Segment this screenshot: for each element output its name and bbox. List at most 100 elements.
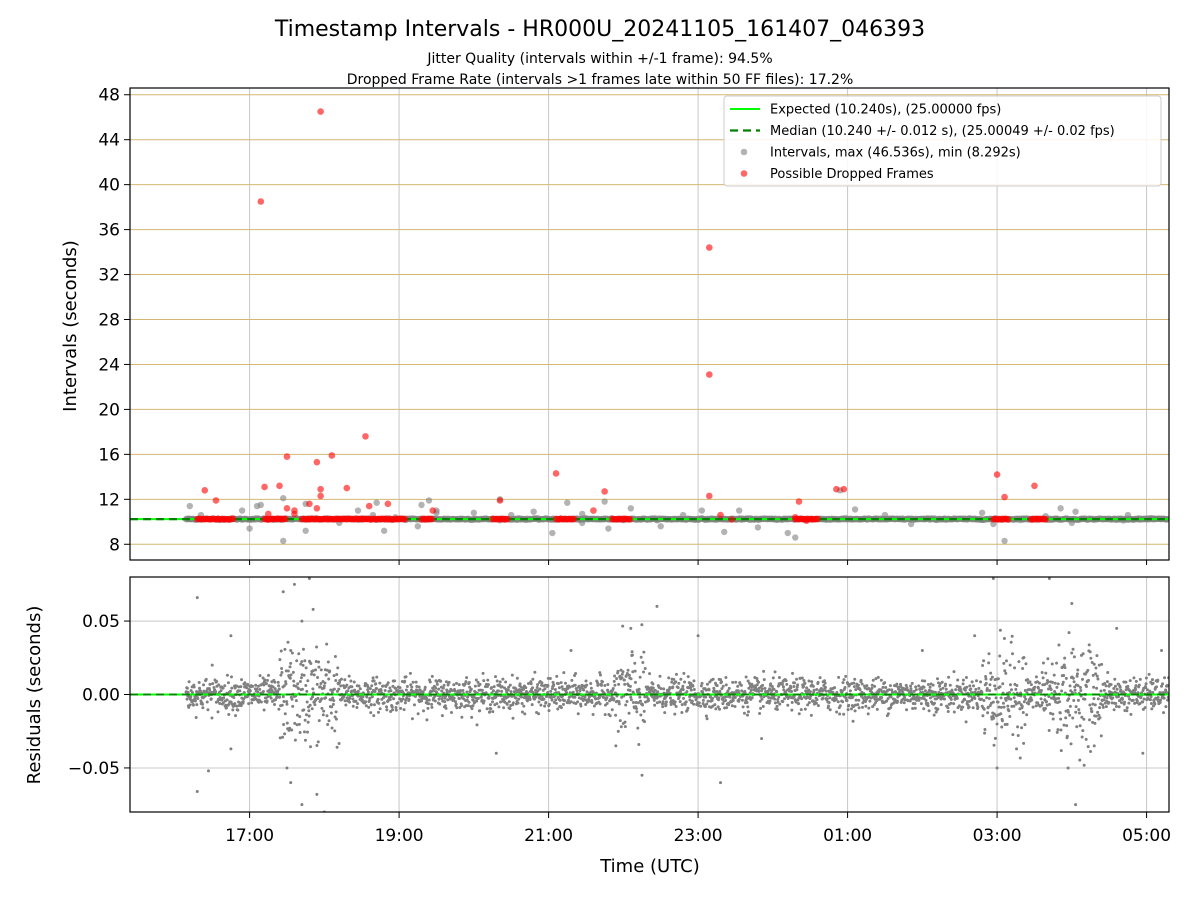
- residual-point: [1024, 662, 1028, 666]
- residual-point: [1051, 712, 1055, 716]
- dropped-frame-points: [193, 108, 1049, 524]
- residual-point: [1134, 684, 1138, 688]
- residual-point: [643, 667, 647, 671]
- residual-point: [755, 683, 759, 687]
- residual-point: [301, 663, 305, 667]
- residual-point: [1112, 708, 1116, 712]
- residual-point: [614, 744, 618, 748]
- residual-point: [305, 689, 309, 693]
- residual-point: [1077, 711, 1081, 715]
- residual-point: [856, 703, 860, 707]
- residual-point: [311, 669, 315, 673]
- residual-point: [746, 710, 750, 714]
- residual-point: [364, 704, 368, 708]
- residual-point: [473, 684, 477, 688]
- residual-point: [576, 700, 580, 704]
- residual-point: [1011, 733, 1015, 737]
- residual-point: [278, 695, 282, 699]
- residual-point: [568, 685, 572, 689]
- bottom-ylabel: Residuals (seconds): [24, 606, 45, 785]
- residual-point: [857, 698, 861, 702]
- residual-point: [653, 703, 657, 707]
- residual-point: [315, 792, 319, 796]
- residual-point: [432, 689, 436, 693]
- residual-point: [239, 704, 243, 708]
- residual-point: [1147, 672, 1151, 676]
- residual-point: [1021, 667, 1025, 671]
- residual-point: [192, 685, 196, 689]
- residual-point: [597, 696, 601, 700]
- residual-point: [790, 690, 794, 694]
- residual-point: [408, 671, 412, 675]
- residual-point: [221, 686, 225, 690]
- residual-point: [1055, 730, 1059, 734]
- residual-point: [576, 712, 580, 716]
- residual-point: [274, 698, 278, 702]
- interval-point: [1001, 537, 1008, 545]
- residual-point: [768, 687, 772, 691]
- residual-point: [671, 685, 675, 689]
- residual-point: [269, 696, 273, 700]
- residual-point: [471, 704, 475, 708]
- residual-point: [243, 681, 247, 685]
- residual-point: [943, 697, 947, 701]
- residual-point: [325, 714, 329, 718]
- residual-point: [725, 706, 729, 710]
- residual-point: [1105, 680, 1109, 684]
- residual-point: [956, 678, 960, 682]
- residual-point: [737, 697, 741, 701]
- residual-point: [288, 726, 292, 730]
- residual-point: [574, 672, 578, 676]
- residual-point: [998, 685, 1002, 689]
- residual-point: [257, 698, 261, 702]
- residual-point: [339, 677, 343, 681]
- residual-point: [556, 707, 560, 711]
- residual-point: [522, 704, 526, 708]
- residual-point: [500, 689, 504, 693]
- residual-point: [1014, 702, 1018, 706]
- residual-point: [999, 712, 1003, 716]
- residual-point: [944, 682, 948, 686]
- residual-point: [852, 685, 856, 689]
- residual-point: [635, 710, 639, 714]
- residual-point: [281, 590, 285, 594]
- residual-point: [360, 698, 364, 702]
- residual-point: [498, 680, 502, 684]
- residual-point: [991, 700, 995, 704]
- residual-point: [1104, 684, 1108, 688]
- residual-point: [330, 691, 334, 695]
- residual-point: [334, 717, 338, 721]
- residual-point: [789, 686, 793, 690]
- residual-point: [439, 679, 443, 683]
- residual-point: [1156, 678, 1160, 682]
- residual-point: [847, 703, 851, 707]
- residual-point: [758, 711, 762, 715]
- residual-point: [1002, 636, 1006, 640]
- residual-point: [1072, 698, 1076, 702]
- residual-point: [278, 736, 282, 740]
- residual-point: [1073, 685, 1077, 689]
- residual-point: [265, 699, 269, 703]
- residual-point: [629, 698, 633, 702]
- residual-point: [1080, 677, 1084, 681]
- residual-point: [1067, 697, 1071, 701]
- residual-point: [1063, 666, 1067, 670]
- residual-point: [933, 690, 937, 694]
- residual-point: [692, 688, 696, 692]
- residual-point: [356, 689, 360, 693]
- residual-point: [1052, 673, 1056, 677]
- residual-point: [403, 701, 407, 705]
- residual-point: [831, 690, 835, 694]
- residual-point: [374, 682, 378, 686]
- residual-point: [310, 707, 314, 711]
- residual-point: [531, 677, 535, 681]
- residual-point: [233, 702, 237, 706]
- residual-point: [234, 714, 238, 718]
- residual-point: [852, 681, 856, 685]
- residual-point: [486, 683, 490, 687]
- residual-point: [316, 675, 320, 679]
- residual-point: [427, 702, 431, 706]
- residual-point: [668, 686, 672, 690]
- residual-point: [815, 698, 819, 702]
- residual-point: [533, 670, 537, 674]
